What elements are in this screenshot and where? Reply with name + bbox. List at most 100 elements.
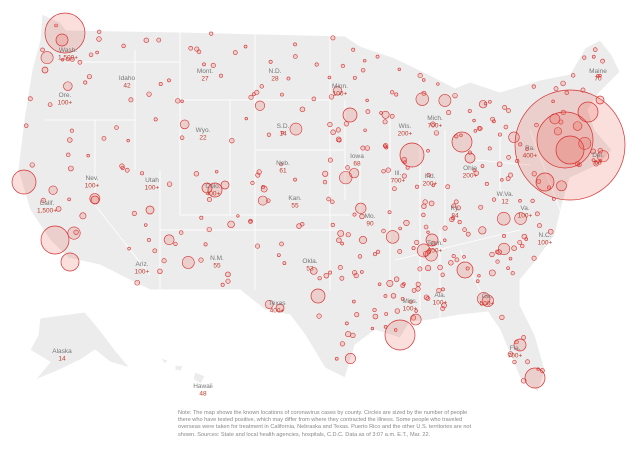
- case-circle: [196, 49, 202, 55]
- case-circle: [441, 287, 445, 292]
- case-circle: [465, 266, 470, 271]
- case-circle: [403, 219, 410, 227]
- case-circle: [220, 180, 230, 190]
- case-circle: [359, 236, 367, 244]
- case-count: 200+: [398, 131, 413, 138]
- case-count: 70: [594, 76, 602, 83]
- case-circle: [275, 303, 285, 313]
- case-circle: [382, 119, 388, 125]
- case-circle: [299, 106, 306, 113]
- alaska-outline: [29, 311, 132, 381]
- case-circle: [451, 131, 473, 153]
- case-count: 27: [201, 76, 209, 83]
- state-name: Utah: [145, 177, 159, 184]
- case-circle: [530, 198, 535, 203]
- state-name: Minn.: [332, 83, 348, 90]
- case-circle: [166, 181, 173, 187]
- case-circle: [572, 121, 583, 131]
- case-circle: [143, 37, 149, 43]
- case-circle: [551, 99, 555, 104]
- case-circle: [564, 90, 570, 96]
- case-circle: [422, 251, 429, 257]
- state-name: Wis.: [399, 123, 412, 130]
- state-name: Kan.: [288, 195, 302, 202]
- case-circle: [63, 81, 73, 91]
- case-circle: [60, 58, 65, 62]
- case-circle: [119, 163, 125, 169]
- case-circle: [384, 319, 416, 351]
- case-count: 700+: [428, 123, 443, 130]
- case-circle: [225, 278, 231, 284]
- case-count: 300+: [428, 248, 443, 255]
- case-circle: [365, 98, 369, 103]
- case-circle: [156, 37, 162, 43]
- case-circle: [296, 223, 302, 229]
- case-circle: [229, 138, 235, 144]
- case-circle: [328, 94, 335, 100]
- case-circle: [491, 197, 497, 202]
- case-circle: [507, 351, 514, 357]
- case-circle: [462, 255, 466, 259]
- case-circle: [89, 193, 101, 204]
- case-circle: [476, 126, 482, 131]
- case-count: 100+: [333, 91, 348, 98]
- case-circle: [140, 171, 145, 176]
- case-circle: [595, 95, 605, 105]
- case-count: 500+: [480, 301, 495, 308]
- case-circle: [381, 110, 390, 119]
- state-name: N.C.: [539, 232, 552, 239]
- case-circle: [236, 214, 240, 218]
- case-circle: [158, 81, 163, 86]
- case-circle: [322, 179, 328, 185]
- case-circle: [349, 168, 360, 179]
- case-circle: [384, 312, 389, 316]
- case-circle: [437, 264, 443, 271]
- case-circle: [397, 249, 403, 254]
- case-circle: [464, 152, 476, 164]
- case-circle: [316, 313, 322, 319]
- case-circle: [337, 265, 343, 271]
- case-circle: [96, 36, 102, 42]
- state-name: Mich.: [427, 115, 443, 122]
- case-circle: [525, 359, 530, 365]
- case-circle: [314, 62, 319, 67]
- case-circle: [255, 172, 261, 178]
- case-circle: [421, 78, 426, 82]
- case-circle: [65, 57, 70, 62]
- case-circle: [203, 242, 208, 247]
- case-circle: [248, 219, 253, 224]
- case-circle: [577, 101, 599, 123]
- case-circles: [11, 12, 626, 389]
- case-circle: [497, 212, 511, 226]
- state-name: Ore.: [59, 92, 72, 99]
- case-circle: [250, 180, 255, 186]
- case-circle: [327, 121, 333, 128]
- case-circle: [524, 367, 546, 389]
- state-name: Ga.: [482, 293, 493, 300]
- case-circle: [487, 146, 492, 151]
- case-circle: [398, 226, 402, 231]
- case-circle: [345, 232, 351, 238]
- case-circle: [497, 132, 502, 137]
- case-circle: [70, 57, 75, 62]
- case-circle: [414, 309, 418, 313]
- case-circle: [531, 255, 537, 261]
- case-circle: [480, 164, 485, 168]
- case-circle: [401, 173, 407, 179]
- case-circle: [345, 331, 352, 338]
- case-circle: [188, 45, 193, 51]
- case-circle: [279, 241, 284, 247]
- case-circle: [505, 176, 511, 182]
- case-circle: [251, 92, 256, 97]
- case-circle: [536, 111, 594, 169]
- case-circle: [392, 186, 397, 192]
- case-circle: [373, 252, 378, 257]
- case-circle: [279, 162, 283, 167]
- case-circle: [539, 368, 545, 374]
- case-circle: [497, 242, 511, 255]
- case-circle: [179, 119, 190, 130]
- case-circle: [44, 12, 86, 54]
- case-circle: [478, 204, 484, 210]
- case-circle: [257, 195, 268, 206]
- case-circle: [206, 226, 212, 233]
